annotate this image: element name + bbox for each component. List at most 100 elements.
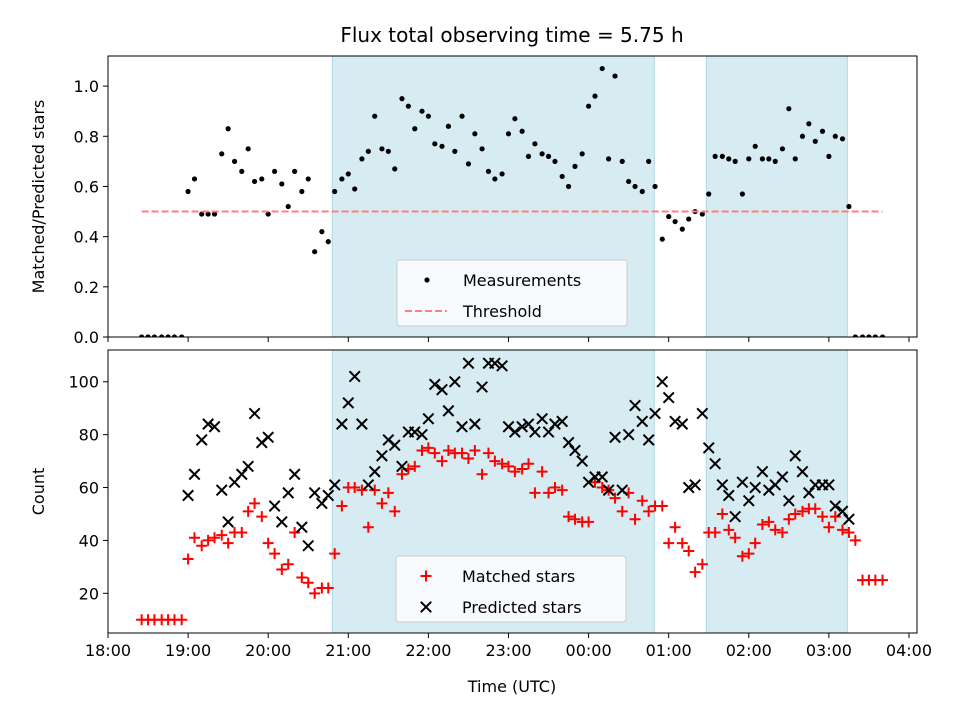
matched-stars-point — [442, 445, 454, 457]
legend-marker — [424, 277, 430, 283]
measurements-point — [572, 163, 578, 169]
matched-stars-point — [736, 550, 748, 562]
predicted-stars-point — [616, 484, 629, 497]
legend-marker — [420, 601, 432, 613]
measurements-point — [285, 203, 291, 210]
matched-stars-point — [369, 484, 381, 496]
legend-predicted-stars-swatch — [420, 601, 432, 613]
matched-stars-point — [516, 463, 528, 475]
matched-stars-point — [236, 526, 248, 538]
measurements-point — [739, 191, 745, 197]
matched-stars-point — [476, 468, 488, 480]
matched-stars-point — [482, 447, 494, 459]
predicted-stars-point — [556, 415, 569, 428]
matched-stars-point — [569, 513, 581, 525]
matched-stars-point — [716, 508, 728, 520]
matched-stars-point — [202, 534, 214, 546]
measurements-point — [191, 176, 198, 182]
bottom-series-group — [136, 357, 889, 626]
measurements-point — [512, 116, 518, 122]
predicted-stars-point — [656, 375, 669, 388]
matched-stars-point — [502, 460, 514, 472]
matched-stars-point — [676, 537, 688, 549]
predicted-stars-point — [629, 399, 641, 412]
matched-stars-point — [189, 532, 201, 544]
top-legend-box — [396, 259, 628, 327]
measurements-point — [859, 334, 866, 337]
bottom-panel: 18:00 19:00 20:00 21:00 22:00 23:00 00:00 01:00… — [29, 349, 932, 660]
predicted-stars-point — [368, 465, 381, 478]
matched-stars-point — [242, 505, 254, 517]
predicted-stars-point — [302, 539, 315, 552]
measurements-point — [492, 176, 498, 182]
predicted-stars-point — [696, 407, 709, 420]
matched-stars-point — [262, 537, 274, 549]
matched-stars-point — [809, 503, 821, 515]
predicted-stars-point — [709, 457, 722, 470]
matched-stars-point — [422, 442, 434, 454]
measurements-point — [819, 128, 826, 134]
predicted-stars-point — [348, 370, 361, 383]
measurements-point — [606, 156, 612, 162]
predicted-stars-point — [315, 497, 328, 510]
matched-stars-point — [776, 526, 788, 538]
x-tick-label: 20:00 — [245, 641, 291, 660]
predicted-stars-point — [689, 478, 702, 491]
measurements-point — [385, 148, 391, 154]
legend-matched-stars-label: Matched stars — [462, 567, 575, 586]
measurements-point — [465, 161, 472, 167]
top-y-tick-label: 0.0 — [74, 328, 99, 347]
measurements-point — [779, 146, 786, 152]
x-tick-label: 03:00 — [806, 641, 852, 660]
measurements-point — [772, 158, 778, 164]
measurements-point — [312, 249, 318, 255]
predicted-stars-point — [562, 436, 575, 449]
predicted-stars-point — [569, 444, 581, 457]
measurements-point — [211, 211, 218, 217]
measurements-point — [485, 168, 492, 175]
measurements-point — [139, 334, 145, 337]
measurements-point — [592, 93, 598, 99]
x-tick-label: 18:00 — [85, 641, 131, 660]
measurements-point — [159, 334, 165, 337]
matched-stars-point — [282, 558, 294, 570]
matched-stars-point — [409, 460, 421, 472]
predicted-stars-point — [676, 418, 689, 430]
x-tick-label: 19:00 — [165, 641, 211, 660]
predicted-stars-point — [669, 415, 682, 428]
x-tick-label: 02:00 — [726, 641, 772, 660]
predicted-stars-point — [596, 471, 609, 483]
predicted-stars-point — [235, 468, 248, 481]
predicted-stars-point — [609, 431, 621, 444]
predicted-stars-point — [836, 505, 849, 518]
matched-stars-point — [523, 458, 535, 470]
matched-stars-point — [222, 537, 234, 549]
matched-stars-point — [196, 540, 208, 552]
predicted-stars-point — [729, 510, 742, 523]
predicted-stars-point — [396, 460, 408, 473]
top-y-axis-label: Matched/Predicted stars — [29, 100, 48, 294]
measurements-point — [205, 211, 211, 217]
matched-stars-point — [589, 476, 601, 488]
legend-matched-stars-swatch — [420, 570, 432, 582]
measurements-point — [479, 146, 485, 152]
legend-measurements-label: Measurements — [463, 271, 581, 290]
predicted-stars-point — [642, 434, 655, 446]
measurements-point — [432, 141, 438, 147]
measurements-point — [399, 96, 405, 102]
matched-stars-point — [382, 487, 394, 499]
measurements-point — [151, 334, 158, 337]
predicted-stars-point — [262, 431, 275, 444]
measurements-point — [659, 236, 665, 242]
measurements-point — [652, 183, 658, 190]
measurements-point — [532, 141, 538, 147]
measurements-point — [145, 334, 151, 337]
matched-stars-point — [543, 487, 555, 499]
top-legend: Measurements Threshold — [396, 259, 628, 327]
predicted-stars-point — [749, 481, 762, 494]
predicted-stars-point — [388, 439, 401, 452]
matched-stars-point — [843, 526, 855, 538]
matched-stars-point — [456, 447, 468, 459]
matched-stars-point — [636, 495, 648, 507]
